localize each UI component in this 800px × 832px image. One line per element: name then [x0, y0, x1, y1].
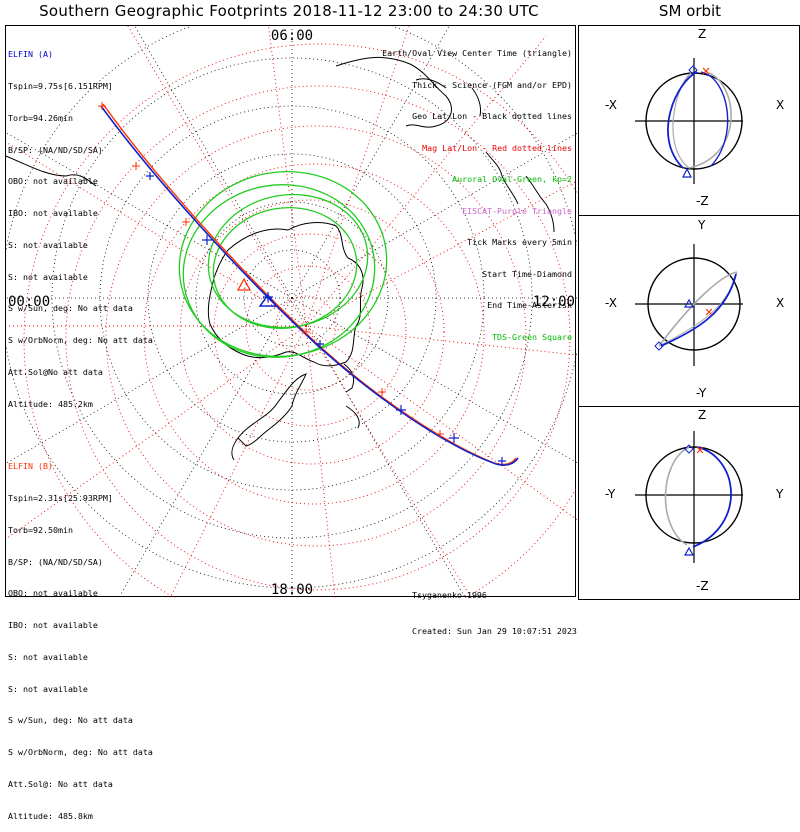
legend-item: Auroral Oval-Green, kp=2 — [452, 174, 572, 184]
elfin-a-line: S w/OrbNorm, deg: No att data — [8, 335, 153, 346]
axis-label-left: -X — [605, 296, 617, 310]
legend-item: Mag Lat/Lon - Red dotted lines — [422, 142, 572, 153]
axis-label-left: -Y — [605, 487, 616, 501]
elfin-a-line: IBO: not available — [8, 208, 98, 219]
elfin-a-line: S: not available — [8, 239, 88, 250]
legend-item: Thick - Science (FGM and/or EPD) — [412, 79, 572, 90]
credit-model: Tsyganenko-1996 — [412, 590, 487, 600]
axis-label-right: X — [776, 296, 785, 310]
legend-item: EISCAT-Purple Triangle — [462, 205, 572, 216]
elfin-b-line: S w/Sun, deg: No att data — [8, 715, 133, 726]
elfin-a-center-triangle — [258, 293, 278, 307]
page-title: Southern Geographic Footprints 2018-11-1… — [39, 2, 539, 20]
elfin-b-info: ELFIN (B) Tspin=2.31s[25.93RPM] Torb=92.… — [8, 440, 153, 832]
elfin-b-orbit-xy — [658, 271, 738, 347]
orbit-panel-yz: Z -Z -Y Y — [578, 406, 800, 600]
legend-item: Earth/Oval View Center Time (triangle) — [382, 48, 572, 58]
axis-label-right: X — [776, 98, 785, 112]
legend-item: TDS-Green Square — [492, 331, 572, 342]
elfin-a-orbit-yz — [692, 446, 732, 548]
elfin-b-line: Torb=92.50min — [8, 524, 73, 535]
elfin-b-line: Tspin=2.31s[25.93RPM] — [8, 492, 113, 503]
mag-longitude-lines — [6, 26, 577, 598]
antarctica-coastline — [207, 222, 364, 367]
coastlines — [6, 56, 555, 461]
elfin-b-line: S: not available — [8, 651, 88, 662]
elfin-b-tick-marks — [98, 102, 444, 438]
axis-label-left: -X — [605, 98, 617, 112]
elfin-a-line: Altitude: 485.2km — [8, 398, 93, 409]
legend-item: End Time-Asterisk — [487, 300, 572, 310]
footprint-map: 06:00 00:00 12:00 18:00 — [5, 25, 577, 598]
orbit-panel-xz: Z -Z -X X — [578, 25, 800, 216]
axis-label-bottom: -Z — [696, 194, 709, 208]
clock-label-bottom: 18:00 — [271, 582, 313, 598]
elfin-b-line: Altitude: 485.8km — [8, 810, 93, 821]
elfin-a-line: S w/Sun, deg: No att data — [8, 303, 133, 314]
mag-latitude-circles — [23, 43, 577, 598]
elfin-a-line: B/SP: (NA/ND/SD/SA) — [8, 144, 103, 155]
elfin-b-center-triangle — [236, 277, 252, 291]
axis-label-bottom: -Y — [696, 386, 707, 400]
auroral-oval — [178, 170, 388, 358]
elfin-a-line: Att.Sol@No att data — [8, 367, 103, 377]
legend-item: Start Time-Diamond — [482, 268, 572, 279]
credit-created: Created: Sun Jan 29 10:07:51 2023 — [412, 626, 577, 636]
orbit-title: SM orbit — [658, 2, 722, 20]
elfin-b-line: OBO: not available — [8, 588, 98, 599]
australia-coastline — [335, 56, 452, 128]
elfin-a-line: Torb=94.26min — [8, 112, 73, 123]
elfin-a-track — [100, 105, 519, 466]
elfin-b-line: S: not available — [8, 683, 88, 694]
elfin-a-name: ELFIN (A) — [8, 49, 53, 60]
elfin-a-orbit-xz — [667, 71, 698, 169]
clock-label-right: 12:00 — [533, 294, 575, 310]
elfin-b-line: S w/OrbNorm, deg: No att data — [8, 747, 153, 758]
elfin-b-line: IBO: not available — [8, 620, 98, 631]
elfin-b-line: Att.Sol@: No att data — [8, 779, 113, 789]
elfin-a-line: OBO: not available — [8, 176, 98, 187]
axis-label-top: Z — [698, 408, 707, 422]
elfin-b-name: ELFIN (B) — [8, 461, 53, 472]
elfin-a-tick-marks — [146, 172, 506, 465]
south-america-coastline — [237, 373, 307, 447]
axis-label-top: Y — [698, 218, 706, 232]
elfin-b-line: B/SP: (NA/ND/SD/SA) — [8, 556, 103, 567]
africa-coastline — [6, 155, 97, 187]
elfin-b-orbit-xz — [688, 72, 732, 169]
map-canvas: 06:00 00:00 12:00 18:00 — [6, 26, 577, 598]
map-legend: Earth/Oval View Center Time (triangle) T… — [382, 27, 572, 353]
clock-label-left: 00:00 — [8, 294, 50, 310]
clock-label-top: 06:00 — [271, 28, 313, 44]
legend-item: Geo Lat/Lon - Black dotted lines — [412, 111, 572, 121]
elfin-b-orbit-yz — [664, 446, 690, 546]
new-zealand-coastline — [485, 151, 519, 205]
axis-label-top: Z — [698, 27, 707, 41]
elfin-a-orbit-xy — [660, 273, 737, 347]
elfin-a-line: S: not available — [8, 271, 88, 282]
orbit-panel-xy: Y -Y -X X — [578, 215, 800, 407]
credits: Tsyganenko-1996 Created: Sun Jan 29 10:0… — [412, 565, 577, 649]
axis-label-right: Y — [776, 487, 784, 501]
axis-label-bottom: -Z — [696, 579, 709, 593]
elfin-a-line: Tspin=9.75s[6.151RPM] — [8, 80, 113, 91]
elfin-a-info: ELFIN (A) Tspin=9.75s[6.151RPM] Torb=94.… — [8, 28, 153, 420]
legend-item: Tick Marks every 5min — [467, 237, 572, 247]
